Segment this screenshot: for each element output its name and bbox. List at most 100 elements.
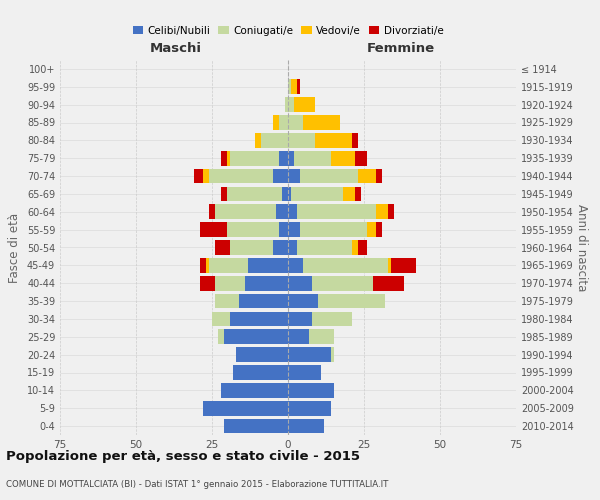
Bar	[203, 401, 288, 415]
Bar	[288, 240, 297, 255]
Text: Popolazione per età, sesso e stato civile - 2015: Popolazione per età, sesso e stato civil…	[6, 450, 360, 463]
Bar	[276, 204, 288, 219]
Bar	[254, 133, 260, 148]
Bar	[221, 186, 227, 201]
Bar	[248, 258, 288, 272]
Bar	[291, 80, 297, 94]
Bar	[373, 276, 404, 290]
Bar	[355, 151, 367, 166]
Bar	[221, 383, 288, 398]
Bar	[388, 204, 394, 219]
Bar	[227, 186, 282, 201]
Bar	[200, 258, 206, 272]
Bar	[212, 312, 230, 326]
Bar	[236, 348, 288, 362]
Bar	[200, 222, 227, 237]
Bar	[206, 258, 209, 272]
Bar	[203, 168, 209, 184]
Bar	[233, 365, 288, 380]
Bar	[273, 115, 279, 130]
Bar	[279, 151, 288, 166]
Bar	[288, 294, 319, 308]
Bar	[358, 240, 367, 255]
Bar	[352, 240, 358, 255]
Bar	[297, 240, 352, 255]
Bar	[376, 204, 388, 219]
Bar	[391, 258, 416, 272]
Bar	[215, 276, 245, 290]
Bar	[288, 115, 303, 130]
Bar	[303, 258, 388, 272]
Bar	[239, 294, 288, 308]
Bar	[273, 240, 288, 255]
Bar	[288, 258, 303, 272]
Bar	[230, 151, 279, 166]
Bar	[288, 276, 313, 290]
Bar	[288, 80, 291, 94]
Bar	[288, 133, 316, 148]
Bar	[288, 348, 331, 362]
Bar	[376, 168, 382, 184]
Bar	[343, 186, 355, 201]
Bar	[331, 151, 355, 166]
Bar	[285, 98, 288, 112]
Bar	[313, 312, 352, 326]
Bar	[316, 133, 352, 148]
Bar	[288, 98, 294, 112]
Bar	[209, 168, 273, 184]
Bar	[209, 204, 215, 219]
Bar	[245, 276, 288, 290]
Bar	[291, 186, 343, 201]
Bar	[288, 330, 309, 344]
Bar	[279, 115, 288, 130]
Bar	[319, 294, 385, 308]
Bar	[288, 186, 291, 201]
Bar	[200, 276, 215, 290]
Bar	[215, 240, 230, 255]
Bar	[215, 204, 276, 219]
Bar	[331, 348, 334, 362]
Bar	[352, 133, 358, 148]
Bar	[355, 186, 361, 201]
Bar	[288, 419, 325, 434]
Bar	[273, 168, 288, 184]
Bar	[303, 115, 340, 130]
Bar	[297, 80, 300, 94]
Text: Femmine: Femmine	[367, 42, 434, 54]
Bar	[367, 222, 376, 237]
Text: COMUNE DI MOTTALCIATA (BI) - Dati ISTAT 1° gennaio 2015 - Elaborazione TUTTITALI: COMUNE DI MOTTALCIATA (BI) - Dati ISTAT …	[6, 480, 388, 489]
Bar	[260, 133, 288, 148]
Bar	[227, 151, 230, 166]
Bar	[218, 330, 224, 344]
Bar	[279, 222, 288, 237]
Bar	[297, 204, 376, 219]
Legend: Celibi/Nubili, Coniugati/e, Vedovi/e, Divorziati/e: Celibi/Nubili, Coniugati/e, Vedovi/e, Di…	[128, 22, 448, 40]
Bar	[282, 186, 288, 201]
Text: Maschi: Maschi	[149, 42, 202, 54]
Bar	[358, 168, 376, 184]
Bar	[288, 168, 300, 184]
Y-axis label: Fasce di età: Fasce di età	[8, 212, 21, 282]
Bar	[288, 204, 297, 219]
Bar	[230, 312, 288, 326]
Bar	[300, 222, 367, 237]
Bar	[224, 419, 288, 434]
Bar	[288, 383, 334, 398]
Bar	[313, 276, 373, 290]
Bar	[221, 151, 227, 166]
Bar	[209, 258, 248, 272]
Bar	[230, 240, 273, 255]
Bar	[294, 151, 331, 166]
Bar	[294, 98, 316, 112]
Bar	[227, 222, 279, 237]
Bar	[215, 294, 239, 308]
Bar	[288, 401, 331, 415]
Bar	[224, 330, 288, 344]
Bar	[388, 258, 391, 272]
Bar	[309, 330, 334, 344]
Bar	[288, 222, 300, 237]
Bar	[300, 168, 358, 184]
Bar	[288, 365, 322, 380]
Bar	[376, 222, 382, 237]
Y-axis label: Anni di nascita: Anni di nascita	[575, 204, 587, 291]
